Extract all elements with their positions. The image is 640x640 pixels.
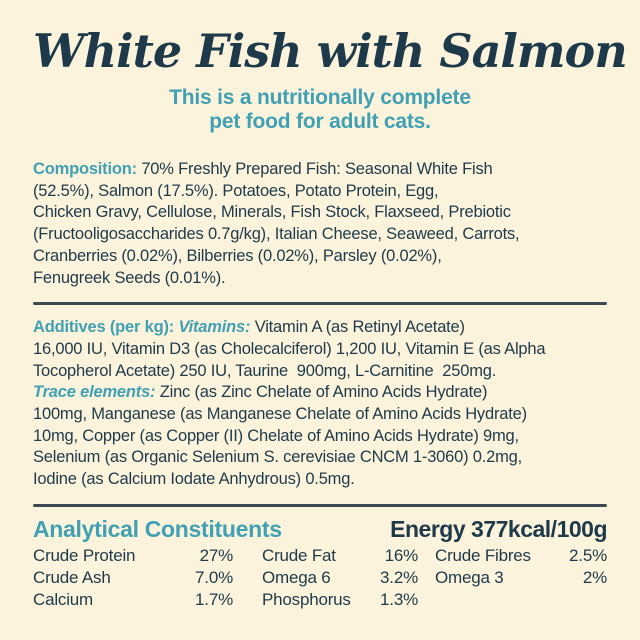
- text-segment: Chicken Gravy, Cellulose, Minerals, Fish…: [33, 203, 511, 222]
- subtitle-line-1: This is a nutritionally complete: [169, 86, 471, 109]
- constituent-label: Crude Ash: [33, 567, 111, 587]
- analytical-header-row: Analytical Constituents Energy 377kcal/1…: [33, 516, 607, 542]
- analytical-table: Crude Protein 27% Crude Fat 16% Crude Fibres…: [33, 545, 607, 611]
- text-segment: Cranberries (0.02%), Bilberries (0.02%),…: [33, 246, 442, 265]
- constituent-label: Crude Fat: [262, 545, 336, 565]
- text-line: Tocopherol Acetate) 250 IU, Taurine 900m…: [33, 361, 607, 383]
- constituent-pair: Crude Protein 27%: [33, 545, 233, 567]
- subtitle: This is a nutritionally complete pet foo…: [33, 86, 607, 134]
- text-segment: Selenium (as Organic Selenium S. cerevis…: [33, 448, 523, 467]
- text-line: 16,000 IU, Vitamin D3 (as Cholecalcifero…: [33, 339, 607, 361]
- text-line: 100mg, Manganese (as Manganese Chelate o…: [33, 404, 607, 426]
- constituent-pair: Crude Fibres 2.5%: [435, 545, 607, 567]
- constituent-label: Crude Fibres: [435, 545, 531, 565]
- constituent-pair: Calcium 1.7%: [33, 589, 233, 611]
- constituent-value: 1.7%: [195, 589, 233, 609]
- text-line: (52.5%), Salmon (17.5%). Potatoes, Potat…: [33, 181, 607, 203]
- constituent-pair: Phosphorus 1.3%: [262, 589, 418, 611]
- text-segment: 100mg, Manganese (as Manganese Chelate o…: [33, 405, 527, 424]
- analytical-row: Crude Ash 7.0% Omega 6 3.2% Omega 3 2%: [33, 567, 607, 589]
- text-segment: Fenugreek Seeds (0.01%).: [33, 268, 226, 287]
- text-segment: Iodine (as Calcium Iodate Anhydrous) 0.5…: [33, 470, 355, 489]
- text-line: Trace elements: Zinc (as Zinc Chelate of…: [33, 382, 607, 404]
- analytical-constituents-heading: Analytical Constituents: [33, 515, 282, 542]
- text-segment: (52.5%), Salmon (17.5%). Potatoes, Potat…: [33, 181, 439, 200]
- constituent-value: 2%: [582, 567, 607, 587]
- constituent-label: Phosphorus: [262, 589, 351, 609]
- section-divider: [33, 302, 607, 306]
- vitamins-heading: Vitamins:: [178, 318, 255, 337]
- page-title: White Fish with Salmon: [33, 24, 628, 78]
- text-line: Chicken Gravy, Cellulose, Minerals, Fish…: [33, 202, 607, 224]
- constituent-label: Crude Protein: [33, 545, 136, 565]
- constituent-pair: Omega 3 2%: [435, 567, 607, 589]
- constituent-value: 7.0%: [195, 567, 233, 587]
- text-line: (Fructooligosaccharides 0.7g/kg), Italia…: [33, 224, 607, 246]
- text-line: Cranberries (0.02%), Bilberries (0.02%),…: [33, 246, 607, 268]
- text-segment: Zinc (as Zinc Chelate of Amino Acids Hyd…: [159, 383, 488, 402]
- energy-value: Energy 377kcal/100g: [390, 515, 607, 542]
- analytical-row: Calcium 1.7% Phosphorus 1.3%: [33, 589, 607, 611]
- constituent-value: 1.3%: [380, 589, 418, 609]
- constituent-value: 27%: [199, 545, 234, 565]
- text-line: 10mg, Copper (as Copper (II) Chelate of …: [33, 426, 607, 448]
- constituent-value: 3.2%: [380, 567, 418, 587]
- section-divider: [33, 503, 607, 507]
- text-segment: Vitamin A (as Retinyl Acetate): [254, 318, 465, 337]
- constituent-pair: [435, 589, 607, 611]
- composition-section: Composition: 70% Freshly Prepared Fish: …: [33, 159, 607, 289]
- text-segment: 10mg, Copper (as Copper (II) Chelate of …: [33, 426, 519, 445]
- additives-heading: Additives (per kg):: [33, 318, 179, 337]
- text-line: Fenugreek Seeds (0.01%).: [33, 268, 607, 290]
- trace-elements-heading: Trace elements:: [33, 383, 160, 402]
- constituent-label: Omega 3: [435, 567, 504, 587]
- text-segment: 16,000 IU, Vitamin D3 (as Cholecalcifero…: [33, 339, 546, 358]
- additives-section: Additives (per kg): Vitamins: Vitamin A …: [33, 317, 607, 491]
- constituent-label: Calcium: [33, 589, 94, 609]
- text-line: Selenium (as Organic Selenium S. cerevis…: [33, 447, 607, 469]
- constituent-value: 16%: [384, 545, 419, 565]
- analytical-row: Crude Protein 27% Crude Fat 16% Crude Fibres…: [33, 545, 607, 567]
- text-segment: (Fructooligosaccharides 0.7g/kg), Italia…: [33, 225, 520, 244]
- text-line: Iodine (as Calcium Iodate Anhydrous) 0.5…: [33, 469, 607, 491]
- constituent-value: 2.5%: [569, 545, 607, 565]
- constituent-pair: Crude Ash 7.0%: [33, 567, 233, 589]
- text-segment: 70% Freshly Prepared Fish: Seasonal Whit…: [141, 160, 493, 178]
- subtitle-line-2: pet food for adult cats.: [209, 110, 431, 133]
- text-line: Composition: 70% Freshly Prepared Fish: …: [33, 159, 607, 181]
- text-line: Additives (per kg): Vitamins: Vitamin A …: [33, 317, 607, 339]
- text-segment: Tocopherol Acetate) 250 IU, Taurine 900m…: [33, 361, 497, 380]
- constituent-pair: Crude Fat 16%: [262, 545, 418, 567]
- constituent-label: Omega 6: [262, 567, 331, 587]
- composition-heading: Composition:: [33, 160, 142, 178]
- constituent-pair: Omega 6 3.2%: [262, 567, 418, 589]
